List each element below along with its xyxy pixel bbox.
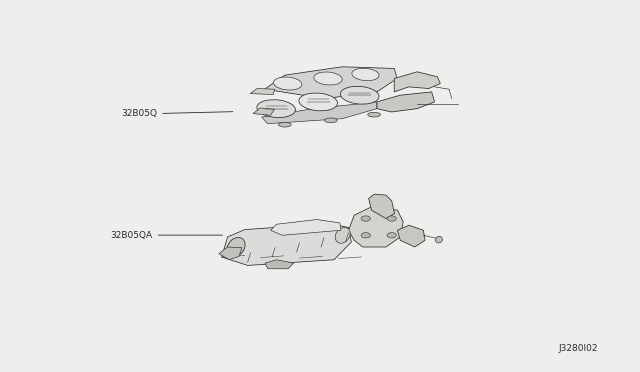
Ellipse shape bbox=[299, 93, 337, 111]
Text: 32B05Q: 32B05Q bbox=[121, 109, 157, 118]
Circle shape bbox=[361, 232, 371, 238]
Polygon shape bbox=[219, 247, 242, 260]
Ellipse shape bbox=[324, 118, 337, 123]
Ellipse shape bbox=[278, 122, 291, 127]
Ellipse shape bbox=[340, 86, 379, 104]
Text: J3280I02: J3280I02 bbox=[558, 344, 598, 353]
Ellipse shape bbox=[335, 227, 350, 243]
Ellipse shape bbox=[314, 72, 342, 85]
Ellipse shape bbox=[257, 100, 296, 118]
Polygon shape bbox=[253, 108, 275, 115]
Polygon shape bbox=[265, 67, 397, 99]
Circle shape bbox=[387, 216, 396, 221]
Ellipse shape bbox=[435, 236, 442, 243]
Circle shape bbox=[361, 216, 371, 221]
Polygon shape bbox=[265, 260, 294, 269]
Ellipse shape bbox=[227, 237, 245, 257]
Text: 32B05QA: 32B05QA bbox=[110, 231, 152, 240]
Ellipse shape bbox=[273, 77, 302, 90]
Polygon shape bbox=[394, 72, 440, 92]
Polygon shape bbox=[397, 225, 425, 247]
Polygon shape bbox=[349, 207, 403, 247]
Polygon shape bbox=[369, 194, 395, 219]
Polygon shape bbox=[271, 219, 341, 235]
Polygon shape bbox=[250, 89, 275, 94]
Ellipse shape bbox=[352, 68, 379, 81]
Ellipse shape bbox=[368, 112, 380, 117]
Polygon shape bbox=[262, 102, 377, 124]
Polygon shape bbox=[222, 224, 351, 266]
Polygon shape bbox=[377, 92, 435, 112]
Circle shape bbox=[387, 232, 396, 238]
